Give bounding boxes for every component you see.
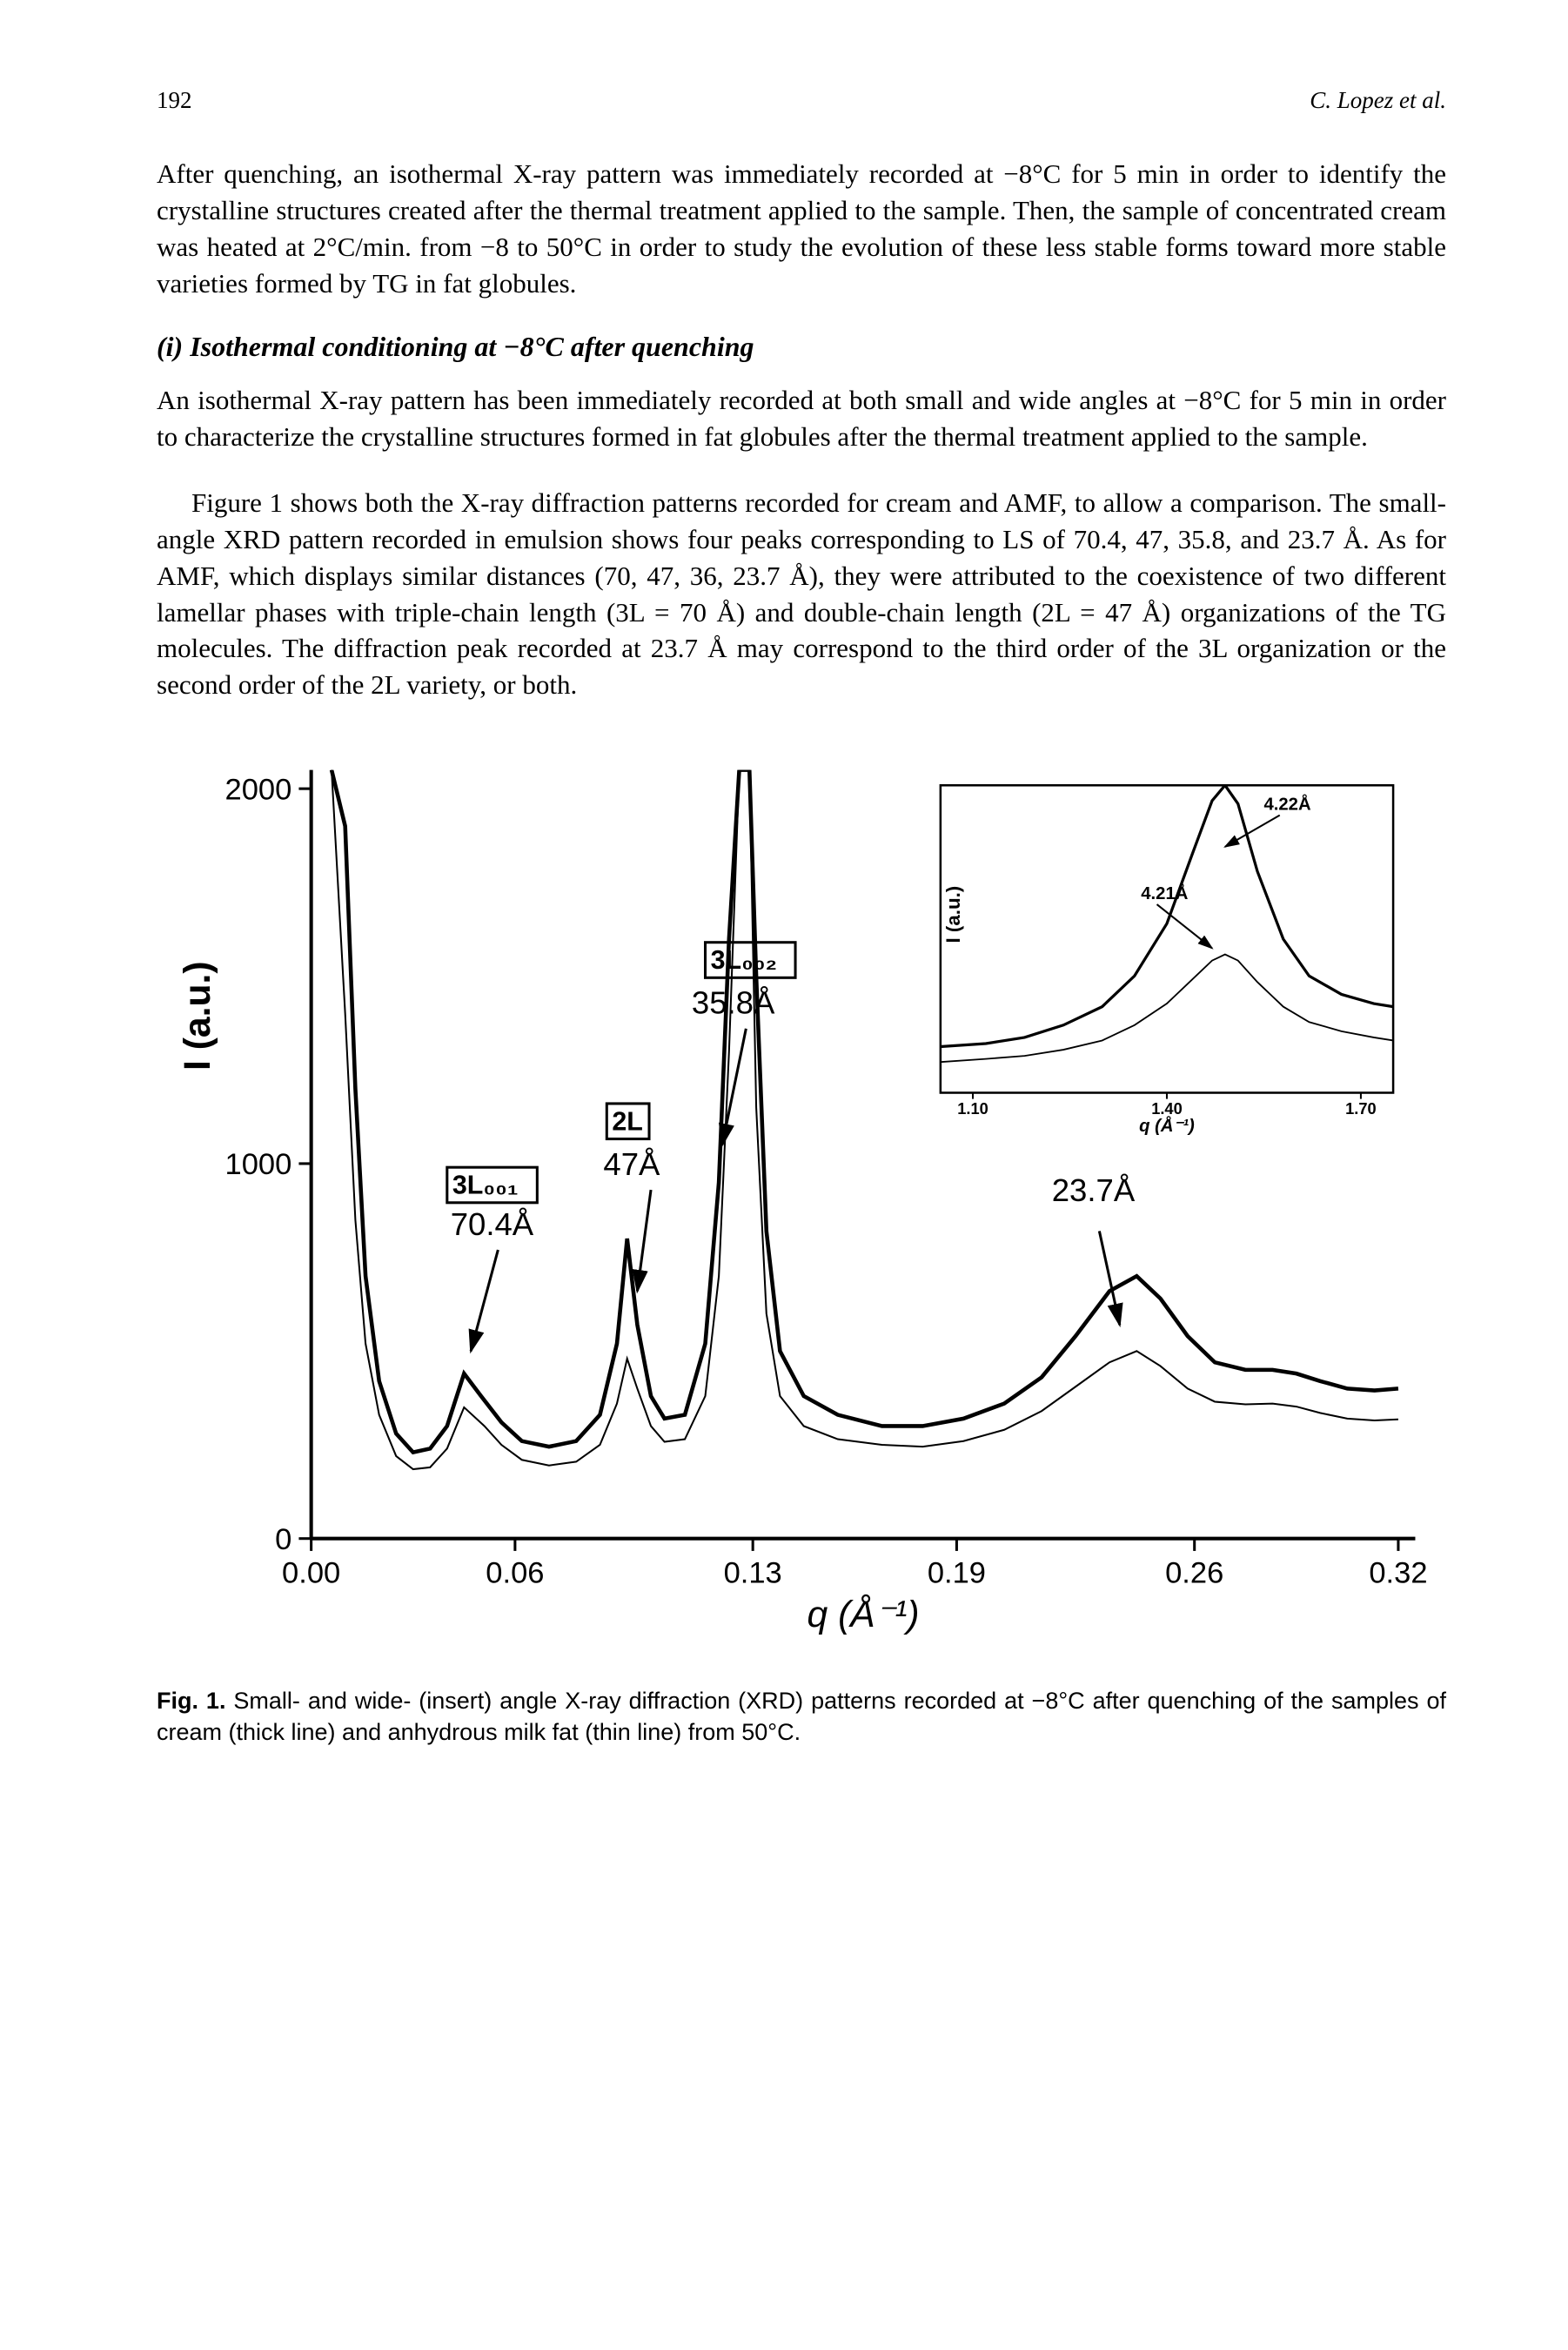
figure-1: 0.00 0.06 0.13 0.19 0.26 0.32 0 1000 2000 q (Å⁻¹)… <box>157 735 1446 1662</box>
svg-text:2000: 2000 <box>225 773 292 806</box>
figure-caption-label: Fig. 1. <box>157 1688 225 1714</box>
svg-text:1.70: 1.70 <box>1345 1099 1377 1118</box>
svg-text:0.13: 0.13 <box>724 1557 782 1590</box>
figure-caption-text: Small- and wide- (insert) angle X-ray di… <box>157 1688 1446 1745</box>
svg-text:1.10: 1.10 <box>957 1099 988 1118</box>
paragraph-1: After quenching, an isothermal X-ray pat… <box>157 156 1446 301</box>
svg-text:0.19: 0.19 <box>928 1557 986 1590</box>
page-number: 192 <box>157 87 192 114</box>
svg-text:70.4Å: 70.4Å <box>451 1206 534 1242</box>
svg-text:0.00: 0.00 <box>282 1557 340 1590</box>
svg-text:23.7Å: 23.7Å <box>1052 1172 1136 1208</box>
paragraph-2: An isothermal X-ray pattern has been imm… <box>157 382 1446 455</box>
svg-text:q (Å⁻¹): q (Å⁻¹) <box>807 1594 920 1635</box>
svg-text:1.40: 1.40 <box>1151 1099 1183 1118</box>
svg-text:35.8Å: 35.8Å <box>692 985 775 1021</box>
running-header: 192 C. Lopez et al. <box>157 87 1446 114</box>
subsection-title: (i) Isothermal conditioning at −8°C afte… <box>157 331 1446 363</box>
svg-text:2L: 2L <box>612 1107 643 1137</box>
svg-text:3L₀₀₂: 3L₀₀₂ <box>711 945 777 975</box>
svg-text:4.21Å: 4.21Å <box>1141 883 1189 903</box>
svg-text:3L₀₀₁: 3L₀₀₁ <box>452 1171 519 1200</box>
authors-header: C. Lopez et al. <box>1310 87 1446 114</box>
svg-text:q (Å⁻¹): q (Å⁻¹) <box>1139 1115 1195 1136</box>
svg-text:0.26: 0.26 <box>1165 1557 1223 1590</box>
figure-1-svg: 0.00 0.06 0.13 0.19 0.26 0.32 0 1000 2000 q (Å⁻¹)… <box>157 735 1446 1662</box>
svg-text:0: 0 <box>275 1523 291 1556</box>
paragraph-3: Figure 1 shows both the X-ray diffractio… <box>157 485 1446 703</box>
figure-1-caption: Fig. 1. Small- and wide- (insert) angle … <box>157 1685 1446 1749</box>
svg-text:1000: 1000 <box>225 1148 292 1181</box>
svg-text:I (a.u.): I (a.u.) <box>177 962 218 1071</box>
svg-text:4.22Å: 4.22Å <box>1263 794 1311 815</box>
svg-text:47Å: 47Å <box>603 1146 660 1182</box>
svg-text:0.32: 0.32 <box>1369 1557 1427 1590</box>
svg-text:0.06: 0.06 <box>486 1557 544 1590</box>
svg-text:I (a.u.): I (a.u.) <box>942 886 964 943</box>
